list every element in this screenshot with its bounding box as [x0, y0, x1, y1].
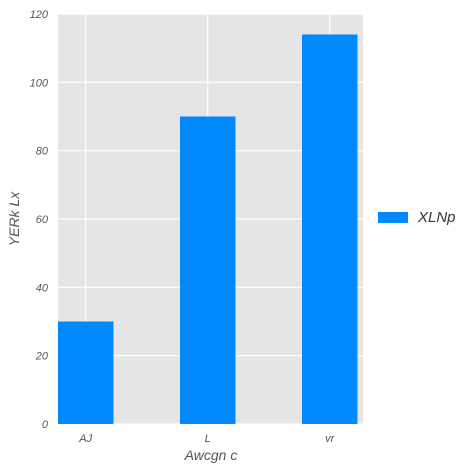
bar — [180, 116, 236, 424]
bars — [58, 34, 358, 424]
y-tick-label: 0 — [42, 419, 49, 431]
bar — [58, 321, 114, 424]
legend-label: XLNp — [417, 209, 456, 226]
x-tick-label: L — [205, 433, 211, 445]
x-axis-label: Awcgn c — [184, 447, 238, 463]
x-tick-label: vr — [325, 433, 336, 445]
legend: XLNp — [378, 209, 456, 226]
x-tick-label: AJ — [78, 433, 92, 445]
y-axis-label: YERk Lx — [6, 191, 22, 246]
y-tick-label: 80 — [36, 146, 49, 158]
y-tick-label: 20 — [35, 351, 49, 363]
y-tick-label: 40 — [36, 282, 49, 294]
y-tick-label: 100 — [30, 77, 49, 89]
legend-swatch — [378, 212, 408, 223]
y-tick-labels: 0 20 40 60 80 100 120 — [30, 9, 49, 431]
y-tick-label: 60 — [36, 214, 49, 226]
y-tick-label: 120 — [30, 9, 49, 21]
bar — [302, 34, 358, 424]
